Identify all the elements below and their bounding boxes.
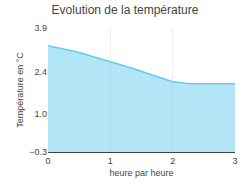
- svg-text:3.9: 3.9: [34, 23, 47, 33]
- svg-text:Evolution de la température: Evolution de la température: [52, 3, 199, 17]
- svg-text:Température en °C: Température en °C: [15, 52, 25, 128]
- svg-text:3: 3: [232, 156, 237, 166]
- svg-text:1: 1: [108, 156, 113, 166]
- svg-text:1.0: 1.0: [34, 109, 47, 119]
- svg-text:heure par heure: heure par heure: [109, 168, 173, 178]
- svg-text:2: 2: [170, 156, 175, 166]
- svg-text:0: 0: [45, 156, 50, 166]
- svg-text:−0.3: −0.3: [29, 147, 47, 157]
- svg-text:2.4: 2.4: [34, 67, 47, 77]
